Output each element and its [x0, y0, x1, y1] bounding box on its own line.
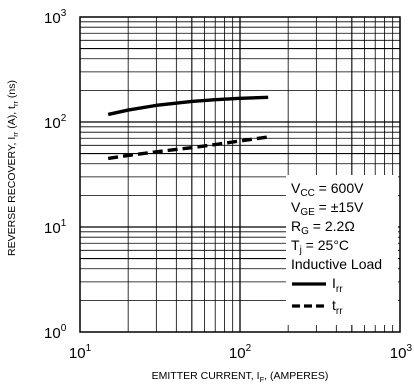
plot-frame [79, 16, 401, 333]
x-tick-label: 101 [69, 343, 92, 362]
condition-label: Tj = 25°C [291, 237, 349, 256]
y-tick-label: 102 [44, 113, 67, 132]
series-line-irr [107, 95, 269, 117]
y-tick-label: 100 [44, 323, 67, 342]
x-axis-title: EMITTER CURRENT, IF, (AMPERES) [152, 370, 329, 384]
x-tick-label: 102 [229, 343, 252, 362]
condition-label: RG = 2.2Ω [291, 218, 355, 237]
legend-entry: trr [332, 297, 343, 317]
condition-label: Inductive Load [291, 256, 382, 272]
legend-box [286, 175, 398, 325]
condition-label: VCC = 600V [291, 180, 364, 199]
legend-entry: Irr [332, 275, 343, 295]
condition-label: VGE = ±15V [291, 199, 364, 218]
x-tick-label: 103 [390, 343, 413, 362]
series-line-trr [107, 135, 269, 161]
y-tick-label: 103 [44, 8, 67, 27]
series-layer [107, 95, 269, 161]
y-axis-title: REVERSE RECOVERY, Irr (A), trr (ns) [6, 80, 20, 256]
y-tick-label: 101 [44, 218, 67, 237]
